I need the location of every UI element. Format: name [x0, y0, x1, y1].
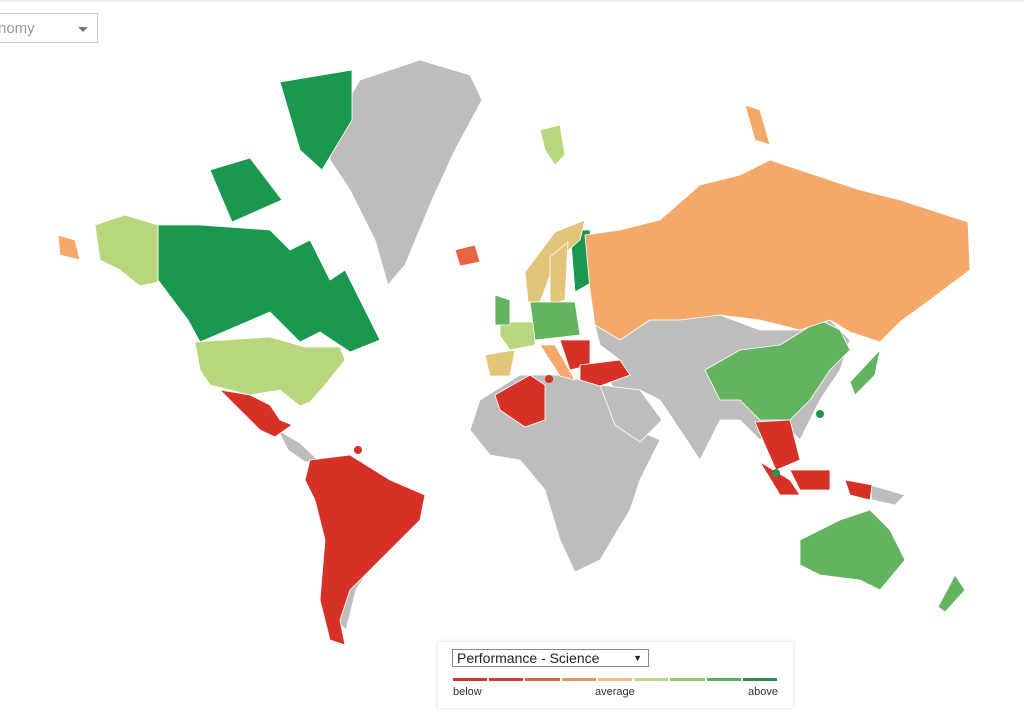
legend-average-label: average — [595, 686, 635, 698]
caribbean-marker[interactable] — [354, 446, 362, 454]
japan[interactable] — [849, 349, 881, 396]
iceland[interactable] — [454, 244, 481, 267]
turkey[interactable] — [579, 359, 631, 387]
malta-marker[interactable] — [545, 375, 553, 383]
usa[interactable] — [194, 336, 346, 407]
dropdown-arrow-icon: ▼ — [633, 653, 642, 663]
spain[interactable] — [484, 349, 516, 377]
color-scale-step-5 — [597, 678, 633, 681]
color-scale-step-6 — [634, 678, 669, 681]
svalbard[interactable] — [539, 124, 566, 166]
algeria[interactable] — [494, 374, 546, 428]
new-guinea[interactable] — [869, 484, 906, 506]
uk[interactable] — [494, 294, 511, 326]
legend-panel: Performance - Science ▼ below average ab… — [438, 642, 793, 708]
central-europe[interactable] — [529, 301, 581, 341]
legend-below-label: below — [453, 686, 482, 698]
france[interactable] — [499, 321, 536, 351]
italy[interactable] — [539, 344, 576, 381]
color-scale-step-3 — [525, 678, 560, 681]
central-america[interactable] — [277, 429, 319, 463]
arctic-islands[interactable] — [279, 69, 353, 171]
color-scale-step-8 — [706, 678, 741, 681]
legend-above-label: above — [748, 686, 778, 698]
category-dropdown[interactable]: nomy — [0, 13, 98, 43]
new-zealand[interactable] — [937, 574, 966, 613]
metric-dropdown-value: Performance - Science — [457, 650, 600, 666]
sweden[interactable] — [549, 241, 569, 306]
indonesia-3[interactable] — [844, 479, 873, 501]
color-scale — [453, 678, 777, 681]
alaska[interactable] — [94, 214, 159, 287]
china[interactable] — [704, 319, 851, 421]
russia[interactable] — [584, 159, 971, 343]
color-scale-step-9 — [742, 678, 777, 681]
mexico[interactable] — [219, 389, 293, 438]
arabia[interactable] — [599, 384, 663, 443]
chevron-down-icon — [78, 27, 88, 32]
canada[interactable] — [157, 224, 381, 353]
metric-dropdown[interactable]: Performance - Science ▼ — [452, 649, 649, 667]
color-scale-step-7 — [670, 678, 705, 681]
arctic-islands-2[interactable] — [209, 157, 283, 223]
kamchatka-islands[interactable] — [744, 104, 771, 146]
hong-kong-marker[interactable] — [816, 410, 824, 418]
color-scale-step-2 — [489, 678, 524, 681]
chukotka[interactable] — [57, 234, 81, 261]
greenland[interactable] — [329, 59, 483, 286]
color-scale-step-4 — [561, 678, 596, 681]
indonesia-2[interactable] — [789, 469, 831, 491]
singapore-marker[interactable] — [772, 469, 780, 477]
australia[interactable] — [799, 509, 906, 591]
category-dropdown-value: nomy — [0, 20, 35, 37]
indonesia-1[interactable] — [759, 461, 801, 496]
color-scale-step-1 — [453, 678, 488, 681]
south-america[interactable] — [304, 454, 426, 646]
thailand[interactable] — [754, 419, 801, 471]
top-border — [0, 0, 1024, 2]
